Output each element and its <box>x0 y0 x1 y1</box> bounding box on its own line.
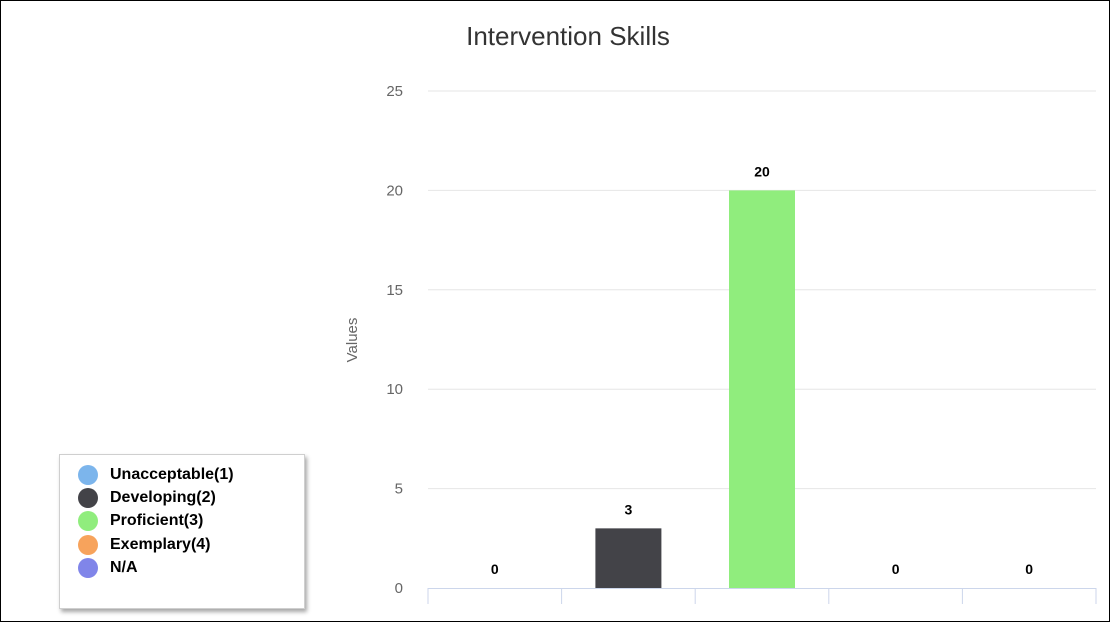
data-label: 0 <box>892 561 900 577</box>
data-label: 0 <box>491 561 499 577</box>
legend-label: Unacceptable(1) <box>110 465 234 483</box>
legend-label: Exemplary(4) <box>110 535 211 553</box>
y-tick-label: 15 <box>386 282 403 299</box>
data-label: 0 <box>1025 561 1033 577</box>
y-tick-label: 25 <box>386 83 403 100</box>
legend-label: Proficient(3) <box>110 512 204 530</box>
legend-marker-icon <box>78 558 98 579</box>
legend-marker-icon <box>78 534 98 555</box>
legend-marker-icon <box>78 464 98 485</box>
bar-1[interactable] <box>595 528 662 588</box>
bar-2[interactable] <box>729 190 795 588</box>
legend-item[interactable]: N/A <box>78 557 304 580</box>
legend-item[interactable]: Exemplary(4) <box>78 533 304 556</box>
legend-label: Developing(2) <box>110 489 216 507</box>
legend-marker-icon <box>78 488 98 509</box>
legend-item[interactable]: Developing(2) <box>78 486 304 509</box>
y-axis-title: Values <box>344 318 361 363</box>
y-tick-label: 0 <box>395 580 403 597</box>
y-tick-label: 5 <box>395 481 403 498</box>
chart-legend: Unacceptable(1) Developing(2) Proficient(3… <box>59 454 305 609</box>
legend-label: N/A <box>110 559 138 577</box>
legend-marker-icon <box>78 511 98 532</box>
y-tick-label: 20 <box>386 182 403 199</box>
legend-item[interactable]: Unacceptable(1) <box>78 463 304 486</box>
chart-title: Intervention Skills <box>466 21 670 51</box>
y-tick-label: 10 <box>386 381 403 398</box>
legend-item[interactable]: Proficient(3) <box>78 510 304 533</box>
data-label: 20 <box>754 163 770 179</box>
data-label: 3 <box>625 501 633 517</box>
